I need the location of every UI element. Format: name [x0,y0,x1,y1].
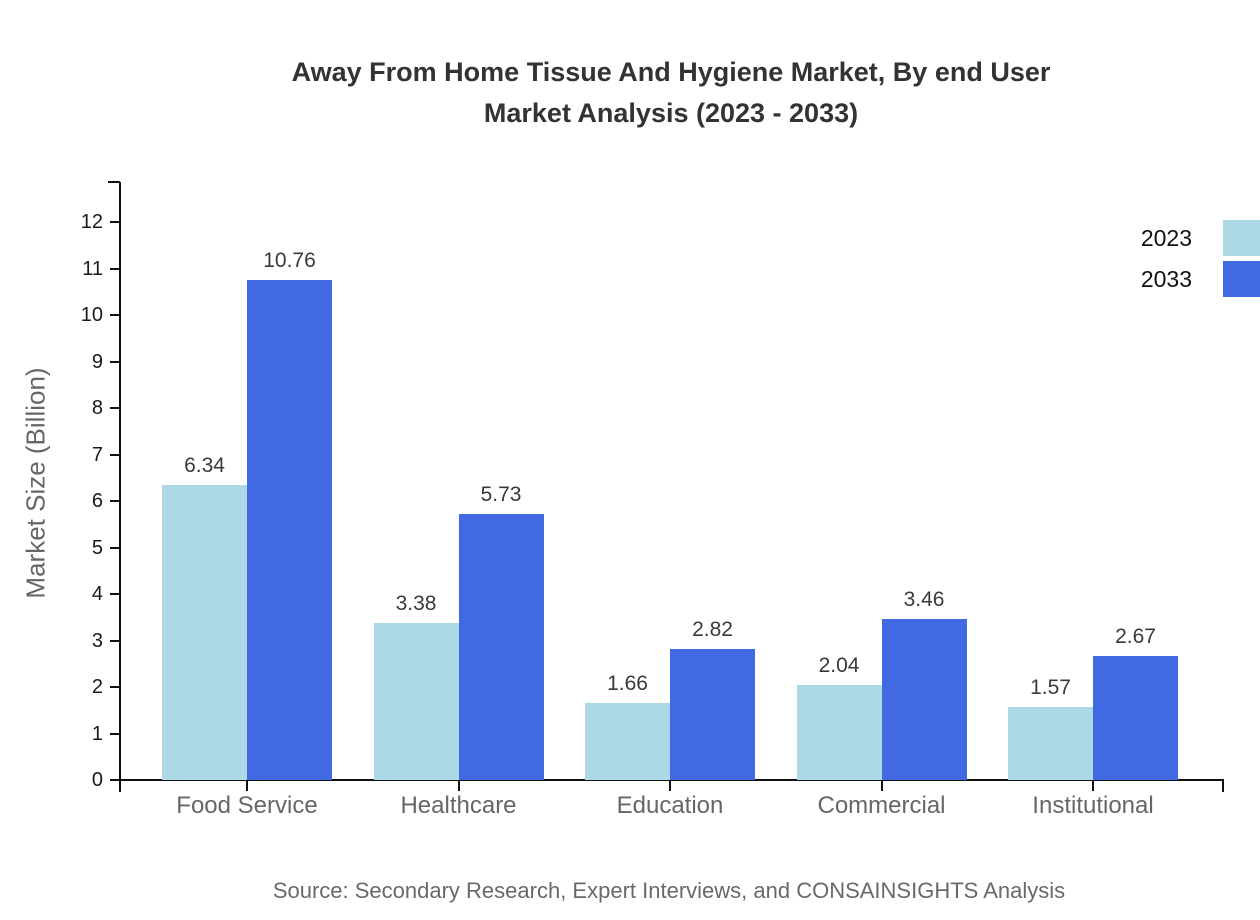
value-label-2033-education: 2.82 [692,617,733,641]
y-tick-mark [110,686,120,688]
x-tick-label-institutional: Institutional [1032,792,1154,819]
x-tick-label-commercial: Commercial [817,792,946,819]
source-note: Source: Secondary Research, Expert Inter… [272,878,1066,903]
x-tick-mark [669,780,671,791]
legend-label-2033: 2033 [1140,266,1192,292]
bar-2023-education [585,702,670,780]
y-tick-mark [110,546,120,549]
bar-2033-education [670,648,755,780]
value-label-2033-healthcare: 5.73 [480,482,522,506]
y-tick-label: 4 [91,583,103,605]
bar-2023-commercial [796,685,882,780]
x-tick-label-education: Education [616,792,724,819]
y-tick-mark [110,639,120,642]
bar-2023-healthcare [373,622,459,780]
value-label-2033-institutional: 2.67 [1115,624,1156,648]
chart-title-line1: Away From Home Tissue And Hygiene Market… [291,57,1051,87]
chart-title-line2: Market Analysis (2023 - 2033) [483,98,859,128]
y-tick-mark [110,267,120,270]
y-axis-top-cap [108,181,120,183]
x-tick-mark [880,780,883,791]
value-label-2023-institutional: 1.57 [1030,676,1071,699]
bar-2033-commercial [881,619,967,780]
y-tick-label: 11 [82,257,103,280]
chart-title: Away From Home Tissue And Hygiene Market… [82,52,1260,134]
value-label-2023-education: 1.66 [607,671,648,695]
y-tick-label: 6 [91,490,103,512]
value-label-2023-food-service: 6.34 [184,454,225,478]
y-tick-label: 2 [91,676,103,698]
x-tick-mark [246,780,248,791]
y-tick-mark [110,360,120,363]
y-tick-mark [110,732,120,735]
y-tick-mark [110,500,120,502]
y-tick-mark [110,593,120,595]
bar-2033-institutional [1093,655,1178,780]
legend-swatch-2023 [1223,220,1260,256]
value-label-2023-healthcare: 3.38 [395,591,437,615]
y-tick-label: 7 [91,443,103,466]
bar-2033-healthcare [458,513,544,780]
value-label-2023-commercial: 2.04 [818,654,860,678]
bar-2033-food-service [247,279,332,780]
y-tick-label: 5 [91,536,103,559]
y-tick-mark [110,314,120,316]
y-tick-mark [110,453,120,456]
legend-label-2023: 2023 [1140,225,1192,251]
value-label-2033-commercial: 3.46 [903,588,945,612]
y-tick-label: 10 [80,304,103,326]
y-axis-line [119,182,121,782]
y-tick-mark [110,407,120,409]
value-label-2033-food-service: 10.76 [263,248,316,272]
x-axis-left-cap [119,779,121,792]
x-tick-mark [1092,780,1094,791]
x-axis-right-cap [1222,779,1224,792]
bar-2023-food-service [162,485,247,780]
x-axis-line [119,779,1224,781]
legend-swatch-2033 [1223,261,1260,297]
y-tick-label: 3 [91,629,103,652]
y-tick-label: 0 [91,769,103,791]
y-tick-label: 1 [91,722,103,745]
y-tick-label: 9 [91,350,103,373]
y-tick-label: 8 [91,397,103,419]
bar-2023-institutional [1008,707,1093,780]
y-tick-mark [110,779,120,781]
y-tick-label: 12 [80,211,103,233]
x-tick-mark [457,780,460,791]
x-tick-label-food-service: Food Service [176,792,318,819]
x-tick-label-healthcare: Healthcare [400,792,517,819]
y-tick-mark [110,221,120,223]
